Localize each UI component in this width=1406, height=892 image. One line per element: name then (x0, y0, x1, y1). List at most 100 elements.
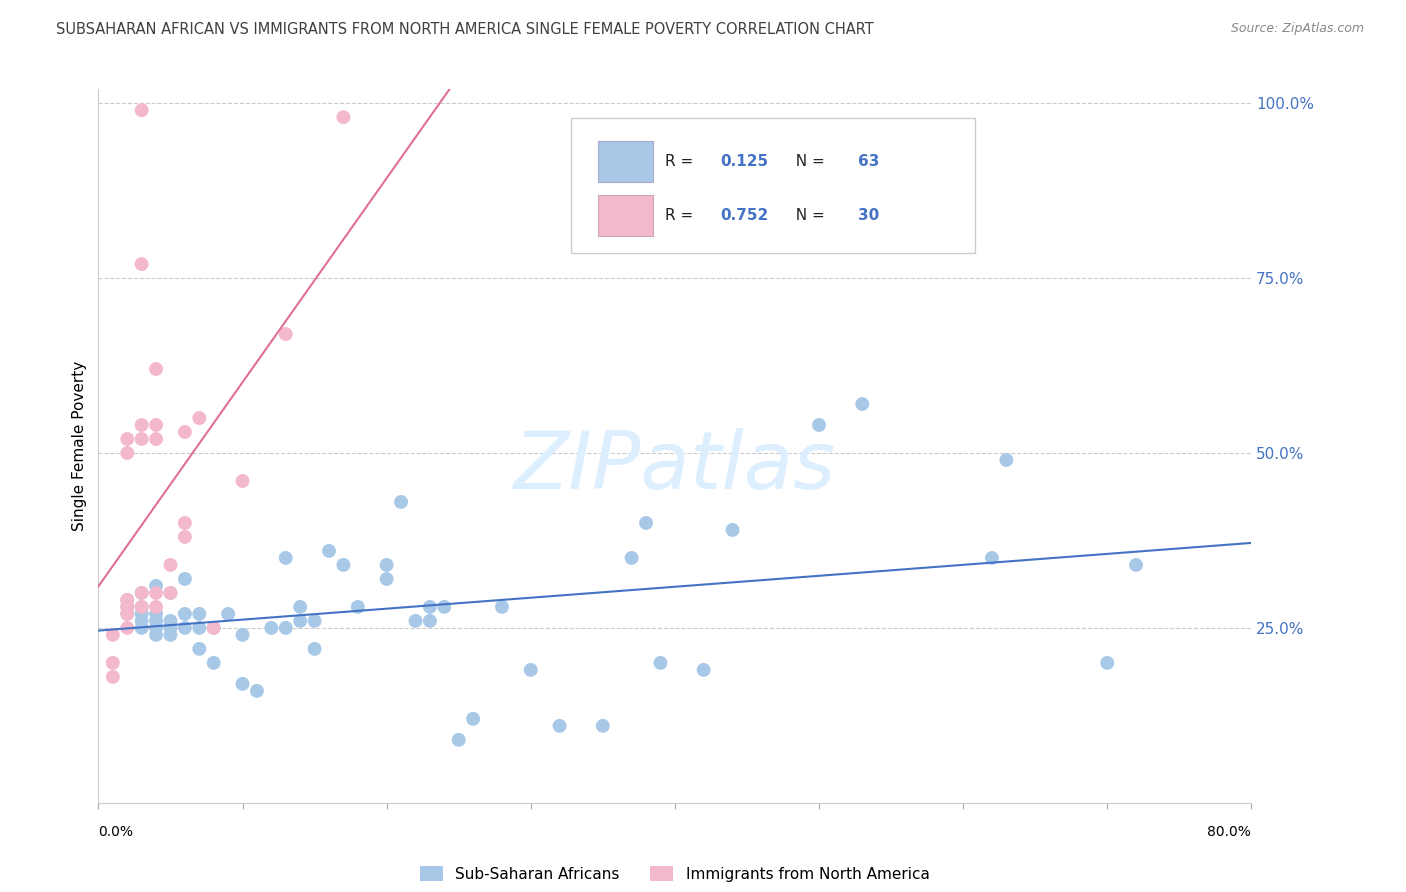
Point (131, 586, 153, 600)
Point (807, 417, 830, 432)
Point (260, 621, 283, 635)
Text: 30: 30 (858, 209, 879, 223)
Point (131, 614, 153, 628)
Point (145, 432, 167, 446)
Text: 0.752: 0.752 (720, 209, 768, 223)
Point (491, 599, 513, 614)
Point (592, 719, 614, 733)
Point (995, 453, 1018, 467)
Point (274, 550, 297, 565)
Point (304, 641, 326, 656)
Point (131, 432, 153, 446)
Point (174, 572, 197, 586)
Point (131, 417, 153, 432)
Point (101, 670, 124, 684)
Point (159, 621, 181, 635)
Point (145, 586, 167, 600)
Point (159, 586, 181, 600)
Point (721, 523, 744, 537)
Point (548, 719, 571, 733)
Point (117, 621, 138, 635)
Point (174, 621, 197, 635)
Text: 0.125: 0.125 (720, 153, 768, 169)
Point (159, 628, 181, 642)
Point (117, 607, 138, 621)
Point (217, 607, 239, 621)
Point (145, 362, 167, 376)
Point (188, 621, 211, 635)
Point (346, 599, 368, 614)
Point (332, 558, 354, 572)
Point (117, 607, 138, 621)
Point (1125, 558, 1147, 572)
Point (419, 614, 441, 628)
Point (174, 425, 197, 439)
Point (461, 712, 484, 726)
Text: N =: N = (786, 153, 830, 169)
FancyBboxPatch shape (598, 141, 652, 182)
Point (131, 599, 153, 614)
Text: 80.0%: 80.0% (1208, 825, 1251, 839)
Point (636, 516, 658, 530)
Point (620, 550, 643, 565)
Point (375, 572, 398, 586)
FancyBboxPatch shape (598, 195, 652, 236)
Point (145, 614, 167, 628)
Point (433, 599, 456, 614)
Legend: Sub-Saharan Africans, Immigrants from North America: Sub-Saharan Africans, Immigrants from No… (415, 860, 935, 888)
Point (131, 257, 153, 271)
Point (159, 586, 181, 600)
Point (174, 530, 197, 544)
Text: Source: ZipAtlas.com: Source: ZipAtlas.com (1230, 22, 1364, 36)
Point (145, 621, 167, 635)
Point (520, 663, 543, 677)
Point (202, 621, 225, 635)
Point (202, 621, 225, 635)
Point (290, 599, 312, 614)
Point (231, 677, 254, 691)
Text: R =: R = (665, 153, 697, 169)
FancyBboxPatch shape (571, 118, 974, 253)
Point (274, 327, 297, 342)
Point (117, 446, 138, 460)
Point (202, 656, 225, 670)
Point (274, 621, 297, 635)
Point (117, 599, 138, 614)
Point (1097, 656, 1119, 670)
Point (145, 599, 167, 614)
Point (290, 614, 312, 628)
Point (693, 663, 716, 677)
Point (145, 417, 167, 432)
Point (131, 621, 153, 635)
Point (159, 558, 181, 572)
Text: ZIPatlas: ZIPatlas (513, 428, 837, 507)
Point (117, 599, 138, 614)
Point (188, 641, 211, 656)
Point (131, 586, 153, 600)
Point (981, 550, 1004, 565)
Text: R =: R = (665, 209, 697, 223)
Point (318, 544, 340, 558)
Point (174, 607, 197, 621)
Text: 0.0%: 0.0% (98, 825, 134, 839)
Point (851, 397, 873, 411)
Point (131, 599, 153, 614)
Point (419, 599, 441, 614)
Text: 63: 63 (858, 153, 880, 169)
Point (389, 495, 412, 509)
Point (131, 607, 153, 621)
Point (145, 628, 167, 642)
Point (131, 103, 153, 118)
Point (375, 558, 398, 572)
Point (101, 628, 124, 642)
Point (188, 411, 211, 425)
Point (145, 607, 167, 621)
Text: SUBSAHARAN AFRICAN VS IMMIGRANTS FROM NORTH AMERICA SINGLE FEMALE POVERTY CORREL: SUBSAHARAN AFRICAN VS IMMIGRANTS FROM NO… (56, 22, 875, 37)
Point (117, 593, 138, 607)
Text: N =: N = (786, 209, 830, 223)
Point (332, 110, 354, 124)
Point (117, 432, 138, 446)
Point (117, 593, 138, 607)
Point (188, 607, 211, 621)
Point (405, 614, 427, 628)
